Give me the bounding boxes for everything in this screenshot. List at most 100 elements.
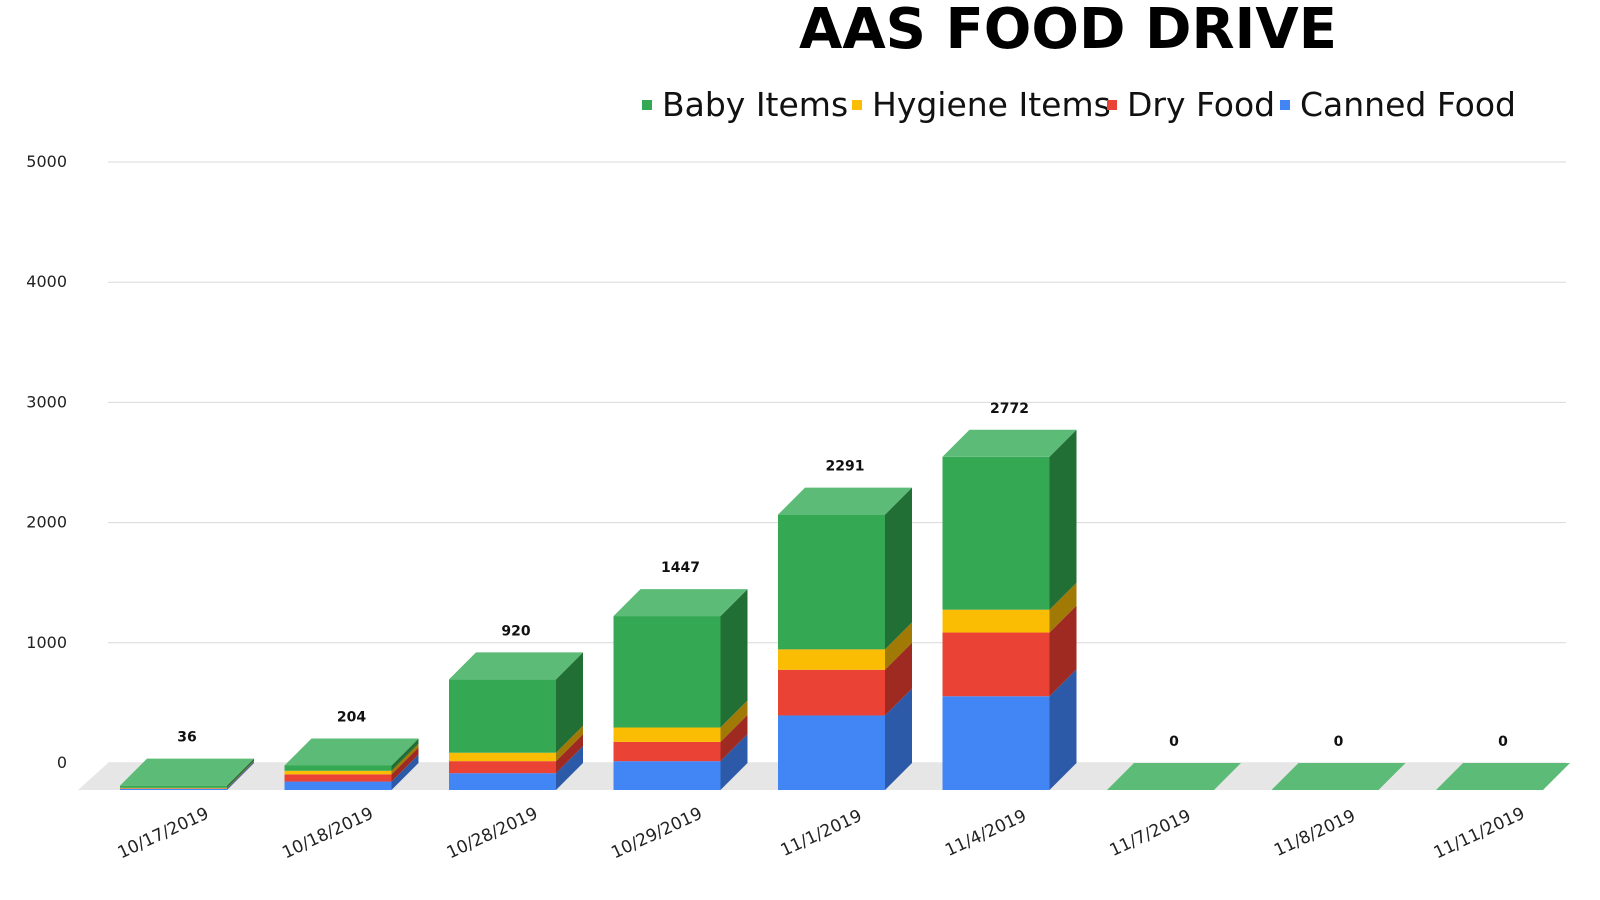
legend-swatch <box>642 100 652 110</box>
x-tick-label: 11/11/2019 <box>1431 804 1528 864</box>
bar-segment-side <box>885 487 912 650</box>
bar-segment-side <box>885 642 912 716</box>
bar-segment-side <box>720 714 748 762</box>
bar-segment-side <box>391 747 419 782</box>
total-label: 2291 <box>826 459 865 475</box>
bar-stack <box>1271 763 1406 790</box>
total-label: 0 <box>1334 734 1344 750</box>
legend-label: Hygiene Items <box>872 85 1111 124</box>
legend-label: Dry Food <box>1127 85 1275 124</box>
x-tick-label: 10/17/2019 <box>115 804 212 864</box>
bar-segment-side <box>720 589 748 728</box>
bar-segment <box>449 761 556 774</box>
bar-segment-side <box>391 743 419 775</box>
x-tick-label: 10/28/2019 <box>444 804 541 864</box>
bar-segment-side <box>1049 429 1077 610</box>
bar-segment <box>613 616 721 728</box>
bar-segment <box>778 715 885 790</box>
total-label: 0 <box>1498 734 1508 750</box>
bar-segment-side <box>720 700 748 742</box>
data-labels: 36 204 920 1447 2291 2772 0 0 0 <box>177 401 1508 750</box>
total-label: 0 <box>1169 734 1179 750</box>
bar-segment <box>942 456 1050 610</box>
bar-segment <box>449 752 556 762</box>
legend-label: Baby Items <box>662 85 848 124</box>
legend: Baby Items Hygiene Items Dry Food Canned Fo… <box>642 85 1516 124</box>
total-label: 36 <box>177 730 196 746</box>
bar-segment-side <box>391 738 419 771</box>
bar-segment <box>613 727 721 742</box>
bar-segment <box>284 774 392 782</box>
y-tick-label: 1000 <box>26 633 67 652</box>
bar-stack <box>449 652 583 790</box>
bar-stack <box>1107 763 1241 790</box>
bar-segment <box>778 669 885 716</box>
bar-segment <box>613 761 721 790</box>
bar-segment-side <box>1049 605 1077 697</box>
legend-item: Canned Food <box>1280 85 1516 124</box>
x-tick-label: 11/4/2019 <box>942 806 1029 861</box>
bar-segment <box>942 632 1050 697</box>
legend-item: Dry Food <box>1107 85 1275 124</box>
bar-segment-side <box>227 760 254 789</box>
bar-segment <box>778 649 885 670</box>
bar-segment-side <box>885 622 912 670</box>
bar-segment-side <box>885 688 912 790</box>
bar-segment-side <box>720 734 748 790</box>
bar-segment <box>449 679 556 753</box>
y-tick-label: 2000 <box>26 513 67 532</box>
bar-segment-side <box>556 734 583 774</box>
total-label: 1447 <box>661 560 700 576</box>
bar-stack <box>778 487 912 790</box>
bar-segment <box>778 514 885 650</box>
bar-stack <box>942 429 1077 790</box>
legend-item: Hygiene Items <box>852 85 1111 124</box>
bar-stack <box>120 758 254 790</box>
y-tick-label: 3000 <box>26 392 67 411</box>
legend-swatch <box>852 100 862 110</box>
bar-segment-side <box>227 761 254 790</box>
bar-stack <box>613 589 748 790</box>
bar-top-face <box>613 589 748 617</box>
x-tick-label: 11/8/2019 <box>1271 806 1358 861</box>
legend-swatch <box>1280 100 1290 110</box>
bar-top-face <box>1271 763 1406 790</box>
legend-swatch <box>1107 100 1117 110</box>
bar-stack <box>284 738 419 790</box>
bar-segment-side <box>391 754 419 790</box>
bar-segment <box>120 787 227 789</box>
x-tick-label: 11/1/2019 <box>778 806 865 861</box>
y-tick-label: 0 <box>57 753 67 772</box>
bar-top-face <box>942 429 1077 457</box>
bar-top-face <box>1107 763 1241 790</box>
bar-segment <box>284 781 392 790</box>
legend-item: Baby Items <box>642 85 848 124</box>
bars <box>120 429 1570 790</box>
bar-segment-side <box>556 652 583 753</box>
bar-top-face <box>449 652 583 680</box>
bar-segment <box>120 785 227 788</box>
bar-segment <box>449 773 556 790</box>
bar-segment <box>942 696 1050 790</box>
total-label: 920 <box>501 623 530 639</box>
bar-top-face <box>120 758 254 786</box>
y-tick-label: 5000 <box>26 152 67 171</box>
bar-segment-side <box>1049 582 1077 633</box>
bar-top-face <box>1436 763 1570 790</box>
bar-segment <box>284 765 392 771</box>
bar-stack <box>1436 763 1570 790</box>
x-axis: 10/17/2019 10/18/2019 10/28/2019 10/29/2019… <box>115 804 1528 864</box>
bar-top-face <box>284 738 419 766</box>
bar-segment <box>120 788 227 790</box>
x-tick-label: 10/18/2019 <box>279 804 376 864</box>
chart-title: AAS FOOD DRIVE <box>799 0 1337 62</box>
bar-segment-side <box>227 761 254 789</box>
bar-segment <box>613 741 721 762</box>
bar-segment <box>120 788 227 789</box>
bar-segment-side <box>1049 669 1077 790</box>
x-tick-label: 10/29/2019 <box>608 804 705 864</box>
total-label: 204 <box>337 709 366 725</box>
y-tick-label: 4000 <box>26 272 67 291</box>
